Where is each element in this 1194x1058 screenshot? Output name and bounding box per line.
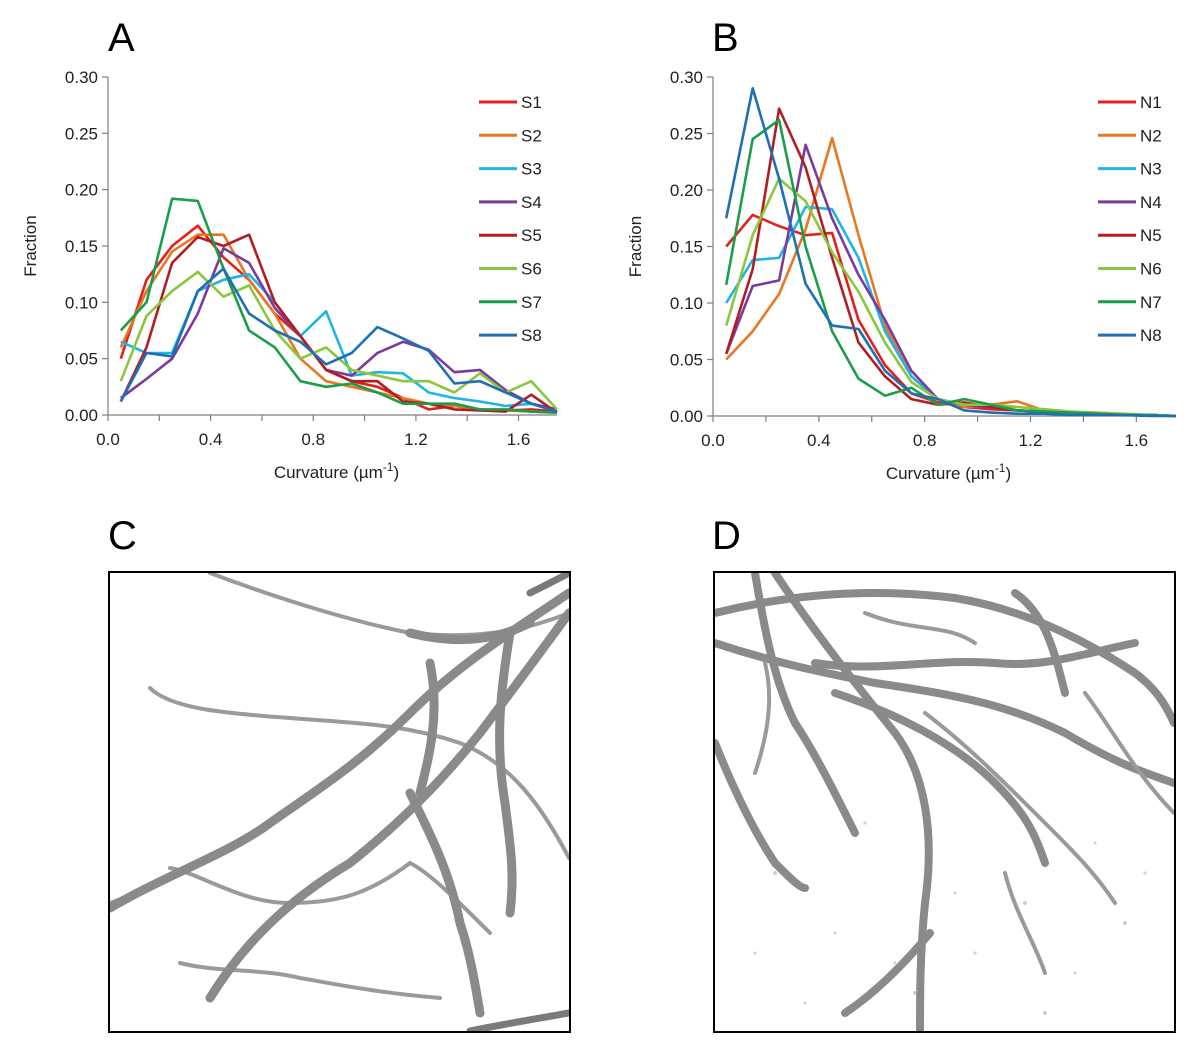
y-tick-label: 0.15 — [670, 238, 703, 257]
chart-b: 0.00 0.05 0.10 0.15 0.20 0.25 0.30 0.0 0.4 0.8 1.2… — [626, 68, 1177, 483]
y-axis-label: Fraction — [626, 216, 645, 277]
legend-label-s8: S8 — [521, 326, 542, 345]
panel-letter-d: D — [712, 514, 741, 558]
y-tick-label: 0.20 — [65, 181, 98, 200]
legend-label-s3: S3 — [521, 160, 542, 179]
fiber-image-c — [110, 573, 569, 1031]
x-tick-label: 0.0 — [701, 431, 725, 450]
y-tick-label: 0.25 — [670, 125, 703, 144]
legend-label-n7: N7 — [1140, 293, 1162, 312]
x-tick-label: 0.4 — [199, 430, 223, 449]
y-tick-label: 0.25 — [65, 124, 98, 143]
y-tick-label: 0.30 — [670, 68, 703, 87]
y-tick-label: 0.00 — [670, 407, 703, 426]
x-tick-label: 0.8 — [913, 431, 937, 450]
panel-letter-b: B — [712, 16, 739, 60]
x-tick-label: 1.6 — [1124, 431, 1148, 450]
legend-label-n4: N4 — [1140, 193, 1162, 212]
panel-letter-a: A — [108, 16, 135, 60]
series-line-n6 — [724, 177, 1177, 418]
micrograph-d — [713, 571, 1176, 1033]
legend-label-n3: N3 — [1140, 160, 1162, 179]
y-axis-label: Fraction — [21, 215, 40, 276]
x-axis-label: Curvature (µm-1) — [886, 461, 1011, 483]
legend-label-n2: N2 — [1140, 126, 1162, 145]
y-tick-label: 0.20 — [670, 181, 703, 200]
series-line-n1 — [725, 213, 1177, 418]
series-line-s8 — [119, 267, 558, 413]
x-axis-label: Curvature (µm-1) — [274, 460, 399, 482]
y-tick-label: 0.10 — [65, 293, 98, 312]
x-tick-label: 0.8 — [301, 430, 325, 449]
fiber-image-d — [715, 573, 1174, 1031]
legend-label-s1: S1 — [521, 93, 542, 112]
x-tick-label: 1.2 — [404, 430, 428, 449]
y-tick-label: 0.00 — [65, 406, 98, 425]
legend-label-n5: N5 — [1140, 226, 1162, 245]
series-line-n8 — [724, 87, 1176, 418]
legend-label-s6: S6 — [521, 260, 542, 279]
legend-label-s2: S2 — [521, 126, 542, 145]
x-tick-label: 1.2 — [1019, 431, 1043, 450]
legend-label-n8: N8 — [1140, 326, 1162, 345]
y-tick-label: 0.15 — [65, 237, 98, 256]
x-tick-label: 0.0 — [96, 430, 120, 449]
legend-label-s7: S7 — [521, 293, 542, 312]
micrograph-c — [108, 571, 571, 1033]
x-tick-label: 1.6 — [507, 430, 531, 449]
series-line-s7 — [119, 197, 558, 414]
legend-label-n1: N1 — [1140, 93, 1162, 112]
chart-a: 0.00 0.05 0.10 0.15 0.20 0.25 0.30 0.0 0.4 0.8 1.2… — [21, 68, 558, 482]
y-tick-label: 0.05 — [65, 350, 98, 369]
legend-label-s4: S4 — [521, 193, 542, 212]
y-tick-label: 0.05 — [670, 351, 703, 370]
y-tick-label: 0.10 — [670, 294, 703, 313]
legend-label-n6: N6 — [1140, 260, 1162, 279]
series-line-n5 — [724, 107, 1177, 418]
panel-letter-c: C — [108, 514, 137, 558]
series-line-s4 — [120, 247, 558, 411]
series-line-n2 — [725, 136, 1177, 418]
x-tick-label: 0.4 — [807, 431, 831, 450]
legend-label-s5: S5 — [521, 226, 542, 245]
y-tick-label: 0.30 — [65, 68, 98, 87]
